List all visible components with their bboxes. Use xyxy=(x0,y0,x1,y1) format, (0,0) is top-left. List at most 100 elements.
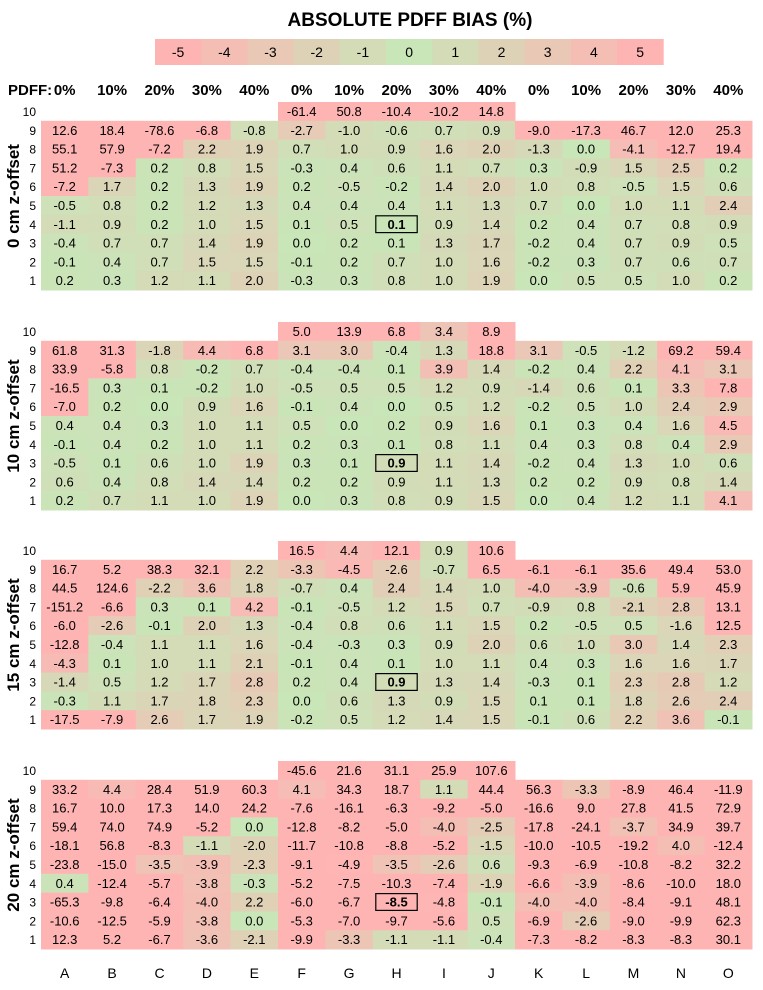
cell-value-label: -0.4 xyxy=(53,236,75,251)
cell-value-label: 62.3 xyxy=(716,913,741,928)
cell-value-label: 21.6 xyxy=(336,763,361,778)
heatmap-cell xyxy=(467,541,516,561)
cell-value-label: -0.4 xyxy=(290,618,312,633)
heatmap-cell xyxy=(609,578,658,598)
cell-value-label: 1.0 xyxy=(245,380,263,395)
heatmap-cell xyxy=(704,855,753,875)
heatmap-cell xyxy=(278,672,326,692)
heatmap-cell xyxy=(704,710,753,730)
cell-value-label: 1.7 xyxy=(719,656,737,671)
heatmap-cell xyxy=(183,635,232,655)
heatmap-cell xyxy=(41,559,89,580)
cell-value-label: 1.4 xyxy=(482,217,500,232)
cell-value-label: 1.4 xyxy=(198,236,216,251)
heatmap-cell xyxy=(609,672,658,692)
heatmap-cell xyxy=(562,873,611,894)
cell-value-label: 14.8 xyxy=(479,104,504,119)
heatmap-cell xyxy=(278,472,326,492)
cell-value-label: -8.8 xyxy=(385,838,407,853)
heatmap-cell xyxy=(515,271,563,291)
heatmap-cell xyxy=(41,233,89,253)
cell-value-label: 56.8 xyxy=(99,838,124,853)
row-label: 7 xyxy=(29,820,36,834)
heatmap-cell xyxy=(609,397,658,417)
heatmap-cell xyxy=(562,453,611,473)
heatmap-cell xyxy=(372,855,421,875)
heatmap-cell xyxy=(230,252,279,272)
cell-value-label: -10.4 xyxy=(382,104,412,119)
cell-value-label: 1.3 xyxy=(245,198,263,213)
cell-value-label: -0.2 xyxy=(527,254,549,269)
heatmap-cell xyxy=(704,397,753,417)
cell-value-label: 1.4 xyxy=(482,456,500,471)
cell-value-label: 0.0 xyxy=(245,819,263,834)
heatmap-cell xyxy=(420,798,469,818)
cell-value-label: -0.5 xyxy=(53,456,75,471)
heatmap-cell xyxy=(420,491,469,511)
heatmap-cell xyxy=(325,930,374,950)
pdff-column-label: 10% xyxy=(97,82,127,99)
cell-value-label: 0.9 xyxy=(435,637,453,652)
legend-tick-label: 4 xyxy=(590,44,598,60)
cell-value-label: -2.6 xyxy=(433,857,455,872)
cell-value-label: -9.0 xyxy=(622,913,644,928)
heatmap-cell xyxy=(278,541,326,561)
cell-value-label: 59.4 xyxy=(716,343,741,358)
heatmap-cell xyxy=(183,892,232,912)
cell-value-label: -6.7 xyxy=(338,895,360,910)
cell-value-label: -6.4 xyxy=(148,895,170,910)
cell-value-label: -6.1 xyxy=(527,562,549,577)
heatmap-cell xyxy=(562,233,611,253)
cell-value-label: 1.0 xyxy=(672,456,690,471)
cell-value-label: -8.3 xyxy=(670,932,692,947)
column-letter-label: K xyxy=(534,965,544,981)
heatmap-cell xyxy=(420,397,469,417)
heatmap-cell xyxy=(420,761,469,781)
heatmap-cell xyxy=(609,491,658,511)
row-label: 3 xyxy=(29,676,36,690)
cell-value-label: 1.5 xyxy=(482,618,500,633)
heatmap-cell xyxy=(467,616,516,636)
cell-value-label: 1.6 xyxy=(482,418,500,433)
cell-value-label: 1.2 xyxy=(719,675,737,690)
heatmap-cell xyxy=(467,120,516,141)
cell-value-label: 1.2 xyxy=(387,712,405,727)
heatmap-cell xyxy=(657,616,706,636)
heatmap-cell xyxy=(515,378,563,398)
heatmap-cell xyxy=(562,653,611,674)
heatmap-cell xyxy=(515,873,563,894)
heatmap-cell xyxy=(183,798,232,818)
heatmap-cell xyxy=(41,177,89,197)
pdff-column-label: 0% xyxy=(528,82,550,99)
heatmap-cell xyxy=(41,434,89,455)
heatmap-cell xyxy=(135,340,184,361)
legend-swatch xyxy=(201,39,248,65)
cell-value-label: 1.6 xyxy=(245,399,263,414)
heatmap-cell xyxy=(420,559,469,580)
cell-value-label: 0.9 xyxy=(387,474,405,489)
cell-value-label: 60.3 xyxy=(242,782,267,797)
heatmap-cell xyxy=(657,177,706,197)
cell-value-label: -0.9 xyxy=(575,160,597,175)
cell-value-label: -12.7 xyxy=(666,142,696,157)
cell-value-label: 2.0 xyxy=(245,273,263,288)
heatmap-cell xyxy=(609,434,658,455)
cell-value-label: -0.5 xyxy=(338,599,360,614)
heatmap-cell xyxy=(325,836,374,856)
heatmap-cell xyxy=(135,214,184,235)
heatmap-cell xyxy=(467,340,516,361)
heatmap-cell xyxy=(609,233,658,253)
cell-value-label: 0.4 xyxy=(103,254,121,269)
column-letter-label: C xyxy=(154,965,164,981)
heatmap-cell xyxy=(325,359,374,379)
row-label: 4 xyxy=(29,877,36,891)
heatmap-cell xyxy=(278,578,326,598)
cell-value-label: 0.8 xyxy=(340,618,358,633)
heatmap-cell xyxy=(325,541,374,561)
heatmap-cell xyxy=(515,397,563,417)
cell-value-label: 0.4 xyxy=(340,399,358,414)
heatmap-cell xyxy=(704,177,753,197)
heatmap-cell xyxy=(704,214,753,235)
heatmap-cell xyxy=(230,930,279,950)
cell-value-label: 8.9 xyxy=(482,324,500,339)
